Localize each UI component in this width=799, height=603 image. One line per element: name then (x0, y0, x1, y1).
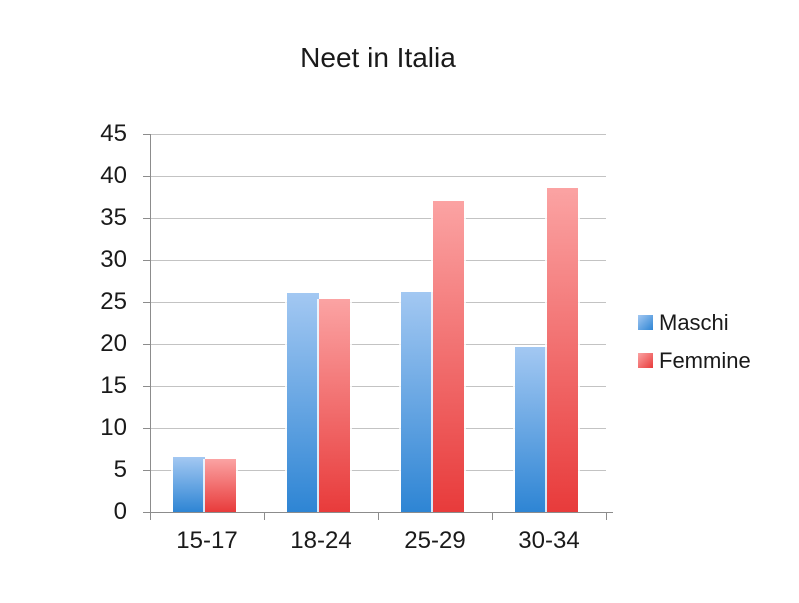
y-axis-tick-label: 30 (100, 246, 127, 273)
gridline (150, 218, 606, 219)
bar-maschi-15-17 (173, 457, 205, 512)
bar-femmine-15-17 (204, 459, 236, 512)
y-axis-tick (143, 260, 151, 261)
y-axis-tick (143, 302, 151, 303)
gridline (150, 176, 606, 177)
y-axis-tick (143, 512, 151, 513)
gridline (150, 134, 606, 135)
y-axis-tick-label: 45 (100, 120, 127, 147)
y-axis-tick (143, 470, 151, 471)
y-axis-tick-label: 0 (113, 498, 127, 525)
bar-femmine-30-34 (546, 187, 578, 512)
y-axis-tick (143, 218, 151, 219)
x-axis-category-label: 30-34 (518, 527, 580, 554)
y-axis-tick-label: 20 (100, 330, 127, 357)
plot-area (150, 134, 606, 512)
bar-maschi-25-29 (401, 291, 433, 512)
bar-femmine-25-29 (432, 201, 464, 512)
gridline (150, 302, 606, 303)
y-axis-tick (143, 428, 151, 429)
gridline (150, 428, 606, 429)
x-axis-category-label: 25-29 (404, 527, 466, 554)
bar-maschi-18-24 (287, 292, 319, 512)
gridline (150, 260, 606, 261)
x-axis-tick (150, 512, 151, 520)
y-axis-tick-label: 35 (100, 204, 127, 231)
y-axis-tick-label: 10 (100, 414, 127, 441)
legend-swatch-maschi (638, 315, 653, 330)
x-axis-category-label: 18-24 (290, 527, 352, 554)
x-axis-tick (606, 512, 607, 520)
y-axis-tick-label: 25 (100, 288, 127, 315)
x-axis-category-label: 15-17 (176, 527, 238, 554)
y-axis-tick-label: 5 (113, 456, 127, 483)
y-axis-tick (143, 344, 151, 345)
y-axis-tick (143, 386, 151, 387)
gridline (150, 344, 606, 345)
legend-swatch-femmine (638, 353, 653, 368)
y-axis-tick (143, 176, 151, 177)
x-axis-tick (264, 512, 265, 520)
chart-title: Neet in Italia (300, 42, 456, 73)
x-axis-tick (492, 512, 493, 520)
y-axis-tick-label: 15 (100, 372, 127, 399)
legend-label-femmine: Femmine (659, 348, 751, 373)
y-axis-tick-label: 40 (100, 162, 127, 189)
bar-maschi-30-34 (515, 346, 547, 512)
legend-label-maschi: Maschi (659, 310, 729, 335)
gridline (150, 386, 606, 387)
gridline (150, 470, 606, 471)
y-axis-tick (143, 134, 151, 135)
y-axis-line (150, 134, 151, 513)
x-axis-tick (378, 512, 379, 520)
bar-femmine-18-24 (318, 298, 350, 512)
